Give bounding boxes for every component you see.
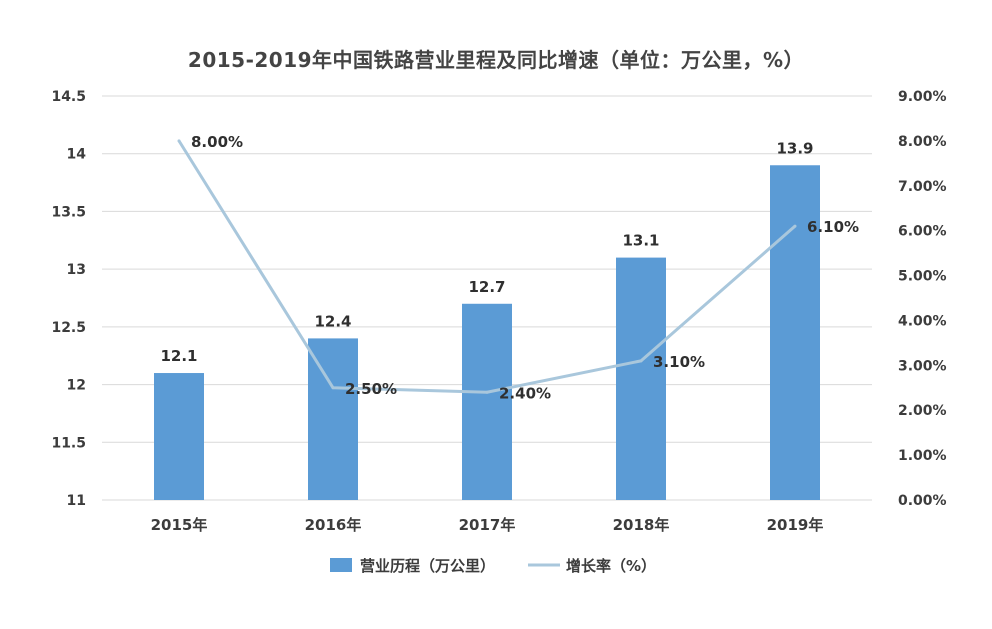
y-right-tick-label: 6.00% [898, 224, 947, 240]
y-left-tick-label: 13 [67, 262, 86, 278]
y-right-tick-label: 2.00% [898, 403, 947, 419]
x-tick-label: 2017年 [459, 516, 516, 534]
bar-data-label: 12.4 [314, 312, 351, 330]
chart-title: 2015-2019年中国铁路营业里程及同比增速（单位：万公里，%） [187, 48, 805, 72]
legend-label-line: 增长率（%） [566, 557, 656, 575]
line-data-label: 3.10% [653, 353, 705, 371]
bar-series [154, 165, 820, 500]
legend-label-bar: 营业历程（万公里） [360, 557, 495, 575]
x-tick-label: 2018年 [613, 516, 670, 534]
y-left-tick-label: 14 [67, 147, 87, 163]
bar-data-label: 13.9 [776, 139, 813, 157]
y-right-tick-label: 3.00% [898, 358, 947, 374]
line-point [793, 224, 797, 228]
bar [154, 373, 204, 500]
bar-data-label: 12.1 [160, 347, 197, 365]
bar [616, 257, 666, 500]
line-point [331, 386, 335, 390]
bar-data-label: 13.1 [622, 232, 659, 250]
legend-swatch-bar [330, 558, 352, 572]
bar [462, 303, 512, 500]
y-right-tick-label: 4.00% [898, 313, 947, 329]
line-data-label: 6.10% [807, 218, 859, 236]
y-left-tick-label: 11.5 [51, 435, 86, 451]
y-right-tick-label: 8.00% [898, 134, 947, 150]
y-right-tick-label: 7.00% [898, 179, 947, 195]
line-data-label: 2.50% [345, 380, 397, 398]
y-left-tick-label: 13.5 [51, 204, 86, 220]
y-right-tick-label: 1.00% [898, 448, 947, 464]
bar [308, 338, 358, 500]
legend: 营业历程（万公里） 增长率（%） [330, 557, 656, 575]
axes: 11 11.5 12 12.5 13 13.5 14 14.5 0.00% 1.00% 2.00% 3… [51, 89, 946, 534]
bar [770, 165, 820, 500]
line-data-label: 2.40% [499, 384, 551, 402]
x-tick-label: 2016年 [305, 516, 362, 534]
y-left-tick-label: 12 [67, 378, 86, 394]
line-series [177, 139, 797, 394]
line-point [639, 359, 643, 363]
bar-data-label: 12.7 [468, 278, 505, 296]
x-tick-label: 2015年 [151, 516, 208, 534]
x-tick-label: 2019年 [767, 516, 824, 534]
y-right-tick-label: 9.00% [898, 89, 947, 105]
y-right-tick-label: 5.00% [898, 269, 947, 285]
data-labels: 12.1 12.4 12.7 13.1 13.9 8.00% 2.50% 2.40% 3.10%… [160, 133, 859, 402]
line-data-label: 8.00% [191, 133, 243, 151]
y-right-tick-label: 0.00% [898, 493, 947, 509]
y-left-tick-label: 12.5 [51, 320, 86, 336]
y-left-tick-label: 11 [67, 493, 86, 509]
line-point [177, 139, 181, 143]
line-point [485, 390, 489, 394]
y-left-tick-label: 14.5 [51, 89, 86, 105]
